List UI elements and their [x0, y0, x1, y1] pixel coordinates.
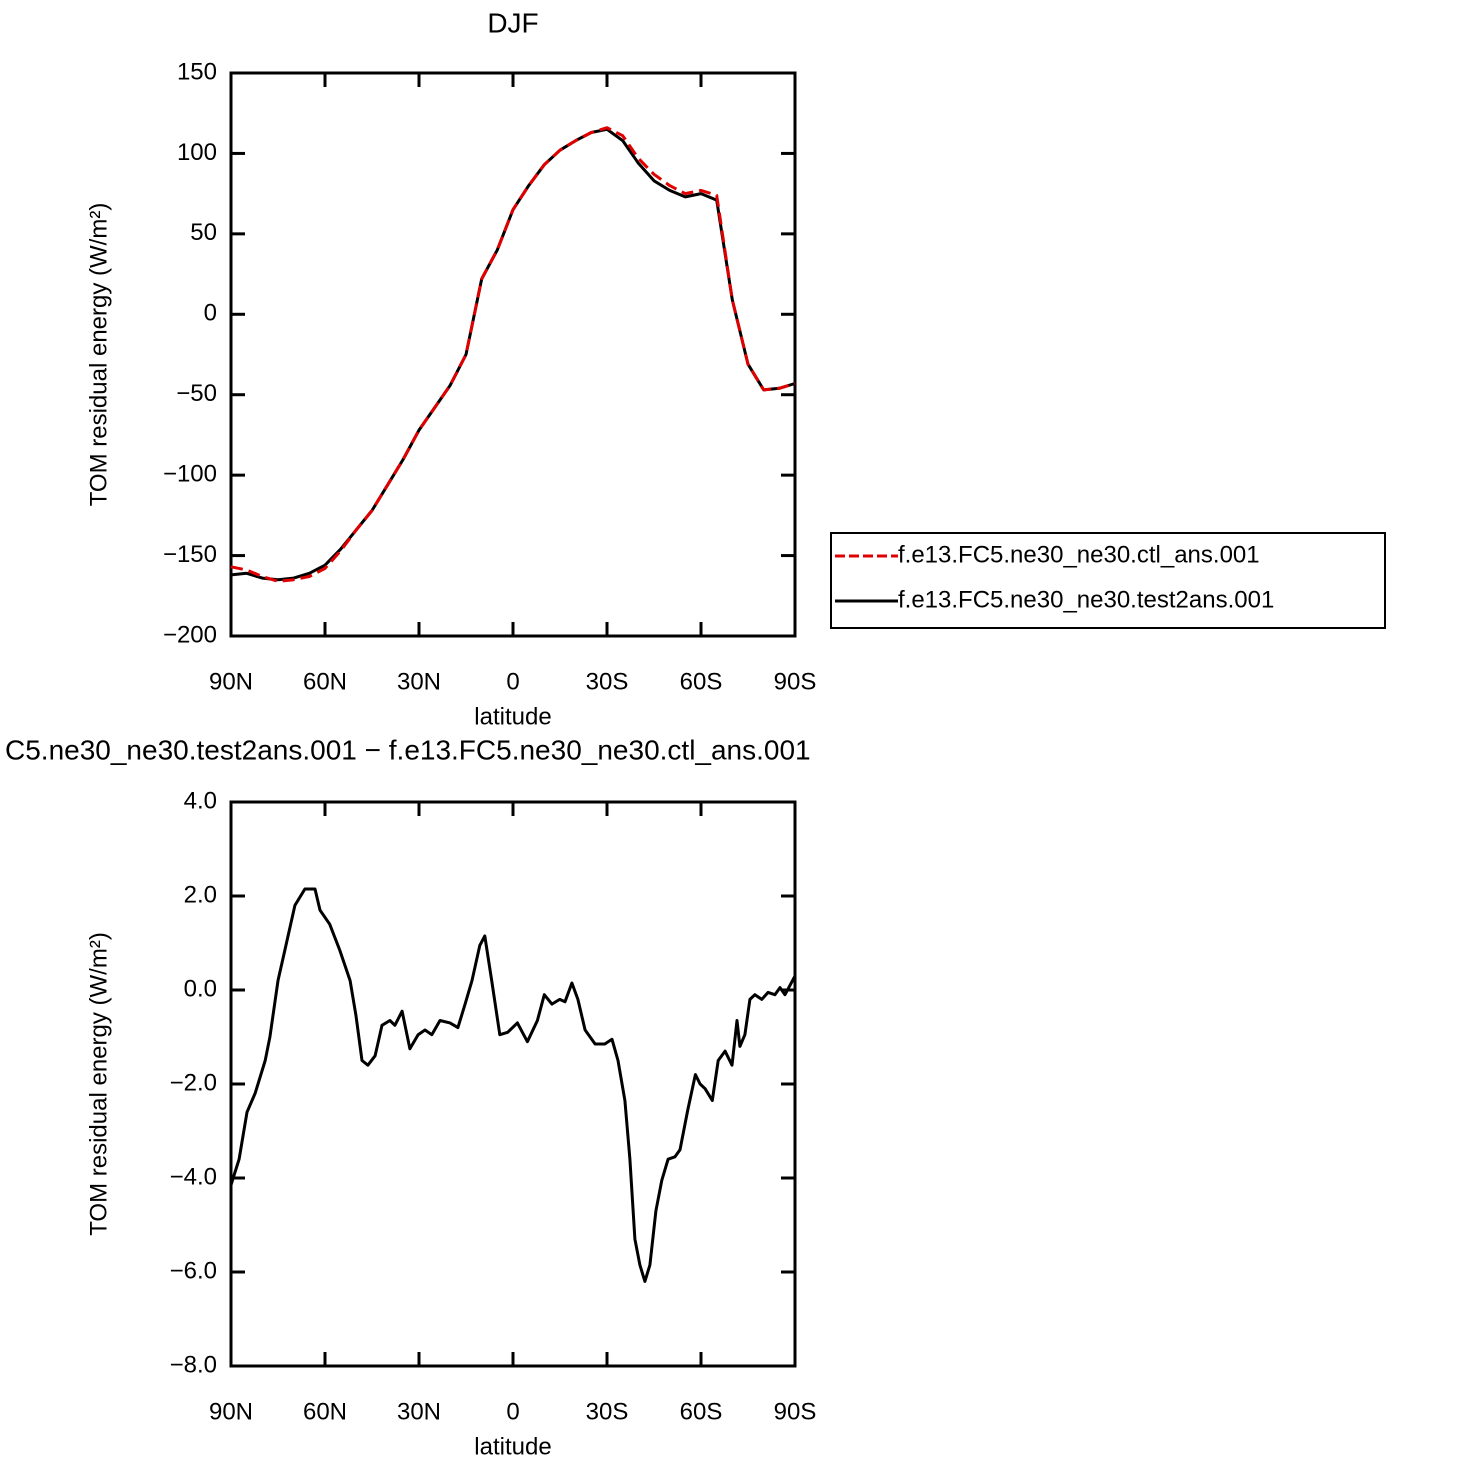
y-tick-label: −6.0	[170, 1257, 217, 1284]
x-tick-label: 30S	[586, 668, 629, 695]
x-tick-label: 60S	[680, 668, 723, 695]
x-tick-label: 0	[506, 1398, 519, 1425]
y-tick-label: −8.0	[170, 1351, 217, 1378]
x-tick-label: 90N	[209, 1398, 253, 1425]
line-series	[230, 126, 796, 583]
x-axis-label: latitude	[474, 1433, 551, 1460]
chart-title: C5.ne30_ne30.test2ans.001 − f.e13.FC5.ne…	[5, 734, 811, 765]
x-tick-label: 0	[506, 668, 519, 695]
y-tick-label: 0	[204, 300, 217, 327]
x-tick-label: 60N	[303, 668, 347, 695]
x-tick-label: 90S	[774, 668, 817, 695]
y-tick-label: 0.0	[184, 975, 217, 1002]
y-tick-label: −150	[163, 541, 217, 568]
y-tick-label: −4.0	[170, 1163, 217, 1190]
legend-label: f.e13.FC5.ne30_ne30.ctl_ans.001	[898, 541, 1260, 568]
y-tick-label: 4.0	[184, 787, 217, 814]
legend-label: f.e13.FC5.ne30_ne30.test2ans.001	[898, 586, 1274, 613]
y-tick-label: 100	[177, 139, 217, 166]
x-tick-label: 60S	[680, 1398, 723, 1425]
y-axis-label: TOM residual energy (W/m²)	[85, 932, 112, 1236]
y-tick-label: 150	[177, 58, 217, 85]
y-tick-label: −2.0	[170, 1069, 217, 1096]
x-axis-label: latitude	[474, 703, 551, 730]
x-tick-label: 90N	[209, 668, 253, 695]
x-tick-label: 30N	[397, 1398, 441, 1425]
x-tick-label: 60N	[303, 1398, 347, 1425]
plot-frame	[229, 71, 797, 638]
x-tick-label: 30S	[586, 1398, 629, 1425]
y-tick-label: 2.0	[184, 881, 217, 908]
line-series	[230, 127, 796, 582]
x-tick-label: 90S	[774, 1398, 817, 1425]
y-tick-label: −50	[176, 380, 217, 407]
line-series	[229, 887, 797, 1283]
legend-box	[830, 532, 1386, 629]
y-tick-label: −100	[163, 460, 217, 487]
x-tick-label: 30N	[397, 668, 441, 695]
chart-title: DJF	[487, 7, 538, 38]
y-tick-label: −200	[163, 621, 217, 648]
y-tick-label: 50	[190, 219, 217, 246]
y-axis-label: TOM residual energy (W/m²)	[85, 203, 112, 507]
plot-frame	[229, 800, 797, 1368]
